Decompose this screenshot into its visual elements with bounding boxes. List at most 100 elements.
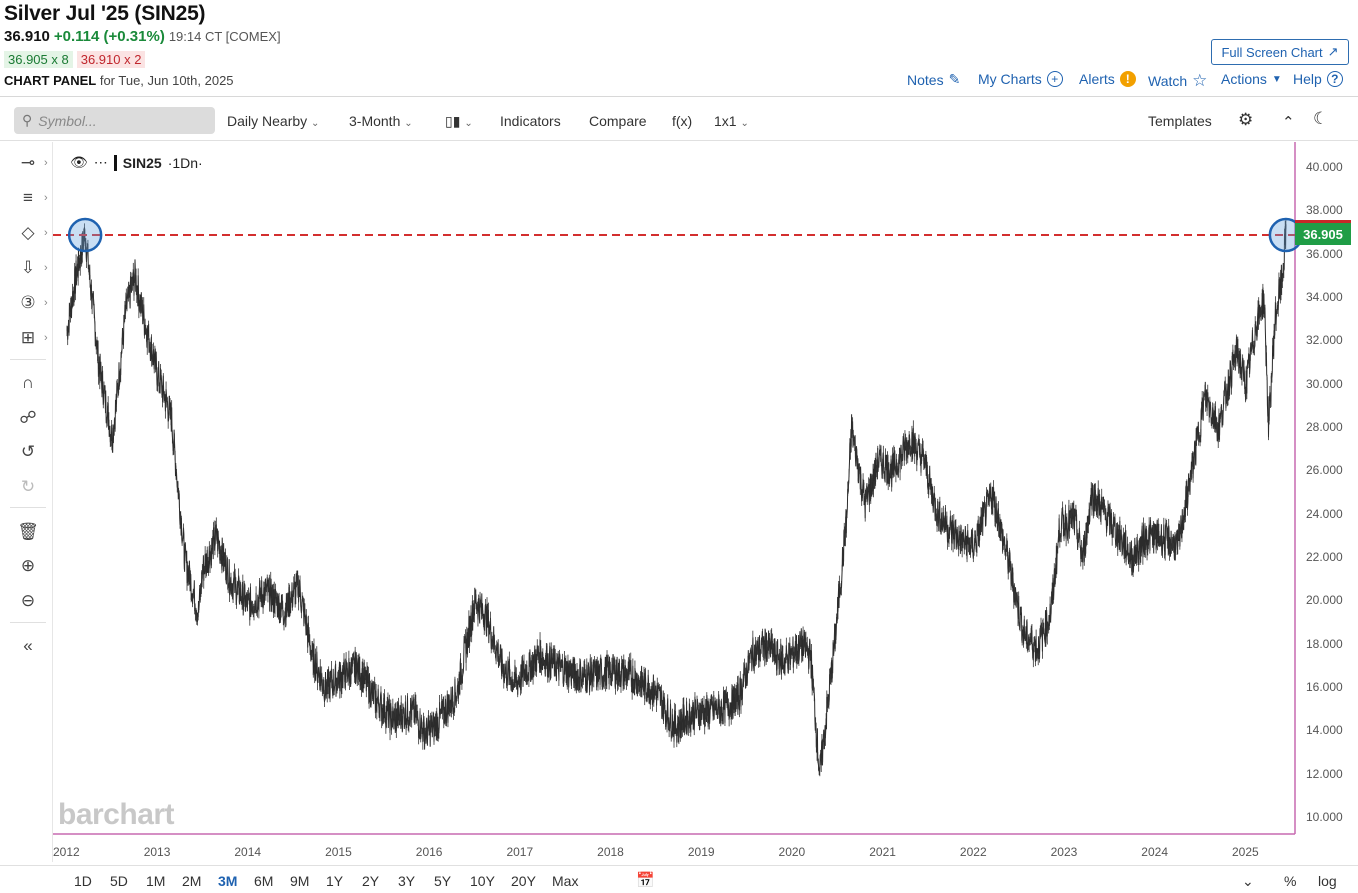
chart-type-dropdown[interactable]: ▯▮ ⌄ [445,113,473,130]
period-button-10y[interactable]: 10Y [470,873,495,889]
expand-arrow-icon[interactable]: › [44,192,48,204]
search-icon: ⚲ [22,112,33,128]
function-button[interactable]: f(x) [672,113,693,129]
indicators-button[interactable]: Indicators [500,113,561,129]
zoom-out-icon[interactable]: ⊖ [20,591,36,610]
x-tick-label: 2024 [1141,845,1168,859]
watch-link[interactable]: Watch ☆ [1148,71,1208,90]
y-tick-label: 20.000 [1306,593,1343,608]
period-button-9m[interactable]: 9M [290,873,310,889]
legend-interval: ·1Dn· [167,154,203,171]
line-tool-icon[interactable]: ⊸ [20,153,36,172]
period-button-2y[interactable]: 2Y [362,873,380,889]
x-tick-label: 2012 [53,845,80,859]
expand-arrow-icon[interactable]: › [44,157,48,169]
templates-button[interactable]: Templates [1148,113,1212,129]
double-chevron-down-icon[interactable]: ⌄ [1242,873,1254,889]
alerts-link[interactable]: Alerts ! [1079,71,1136,87]
y-tick-label: 18.000 [1306,636,1343,651]
price-change: +0.114 (+0.31%) [53,28,165,45]
calendar-icon[interactable]: 📅 [636,872,655,889]
price-line-marker [1295,220,1351,223]
period-button-3y[interactable]: 3Y [398,873,416,889]
notes-link[interactable]: Notes ✎ [907,71,961,88]
eye-icon[interactable]: 👁 [70,154,88,170]
expand-arrow-icon[interactable]: › [44,227,48,239]
period-button-3m[interactable]: 3M [218,873,238,889]
quote-time: 19:14 CT [COMEX] [168,29,281,44]
period-dropdown[interactable]: 3-Month ⌄ [349,113,413,129]
y-tick-label: 24.000 [1306,506,1343,521]
daily-nearby-dropdown[interactable]: Daily Nearby ⌄ [227,113,320,129]
period-button-2m[interactable]: 2M [182,873,202,889]
x-tick-label: 2021 [869,845,896,859]
undo-icon[interactable]: ↺ [20,442,36,461]
legend-symbol: SIN25 [122,154,162,171]
dark-mode-icon[interactable]: ☾ [1313,109,1329,128]
x-tick-label: 2020 [778,845,806,859]
actions-menu[interactable]: Actions ▼ [1221,71,1282,87]
measure-tool-icon[interactable]: ⊞ [20,328,36,347]
external-arrow-icon: ↗ [1327,44,1339,59]
period-button-1y[interactable]: 1Y [326,873,344,889]
highlight-circle-left [67,217,103,253]
count-tool-icon[interactable]: ③ [20,293,36,312]
period-button-5y[interactable]: 5Y [434,873,452,889]
divider [52,142,53,862]
star-icon: ☆ [1192,71,1208,90]
gear-icon[interactable]: ⚙ [1238,110,1254,129]
bid-badge: 36.905 x 8 [4,51,73,68]
arrow-down-tool-icon[interactable]: ⇩ [20,258,36,277]
expand-arrow-icon[interactable]: › [44,332,48,344]
bid-ask: 36.905 x 8 36.910 x 2 [4,51,146,68]
trash-icon[interactable]: 🗑 [17,522,39,541]
panel-date: for Tue, Jun 10th, 2025 [99,73,234,88]
full-screen-chart-button[interactable]: Full Screen Chart ↗ [1211,39,1349,65]
price-path [66,224,1287,773]
period-button-20y[interactable]: 20Y [511,873,536,889]
period-button-1d[interactable]: 1D [74,873,92,889]
compare-button[interactable]: Compare [589,113,647,129]
more-icon[interactable]: ⋯ [93,154,108,170]
fib-tool-icon[interactable]: ≡ [23,188,33,207]
period-button-6m[interactable]: 6M [254,873,274,889]
expand-arrow-icon[interactable]: › [44,262,48,274]
y-tick-label: 12.000 [1306,766,1343,781]
symbol-search-input[interactable]: ⚲ Symbol... [14,107,215,134]
period-button-5d[interactable]: 5D [110,873,128,889]
y-tick-label: 14.000 [1306,723,1343,738]
series-color-swatch [113,154,117,171]
quote-line: 36.910 +0.114 (+0.31%) 19:14 CT [COMEX] [4,28,281,45]
alert-icon: ! [1119,71,1136,87]
period-button-1m[interactable]: 1M [146,873,166,889]
y-tick-label: 32.000 [1306,333,1343,348]
redo-icon[interactable]: ↻ [20,477,36,496]
y-tick-label: 30.000 [1306,376,1343,391]
y-tick-label: 22.000 [1306,550,1343,564]
collapse-left-icon[interactable]: « [23,636,33,655]
expand-arrow-icon[interactable]: › [44,297,48,309]
x-tick-label: 2019 [687,845,715,859]
percent-toggle[interactable]: % [1284,873,1297,889]
help-link[interactable]: Help ? [1293,71,1343,87]
magnet-icon[interactable]: ∩ [21,373,35,392]
current-price-tag: 36.905 [1295,223,1351,245]
plus-circle-icon: + [1046,71,1063,87]
x-tick-label: 2022 [959,845,987,859]
y-tick-label: 10.000 [1306,810,1343,824]
x-tick-label: 2018 [597,845,624,859]
panel-label: CHART PANEL [4,73,97,88]
collapse-up-icon[interactable]: ⌃ [1282,114,1295,131]
zoom-in-icon[interactable]: ⊕ [20,556,36,575]
layout-dropdown[interactable]: 1x1 ⌄ [714,113,749,129]
instrument-title: Silver Jul '25 (SIN25) [4,2,206,25]
period-button-max[interactable]: Max [552,873,579,889]
chart-legend[interactable]: 👁 ⋯ SIN25 ·1Dn· [70,154,203,171]
log-toggle[interactable]: log [1318,873,1337,889]
unlock-icon[interactable]: ☍ [19,408,37,427]
chart-panel-label: CHART PANEL for Tue, Jun 10th, 2025 [4,73,234,88]
my-charts-link[interactable]: My Charts + [978,71,1063,87]
ask-badge: 36.910 x 2 [76,51,146,68]
shape-tool-icon[interactable]: ◇ [21,223,35,242]
